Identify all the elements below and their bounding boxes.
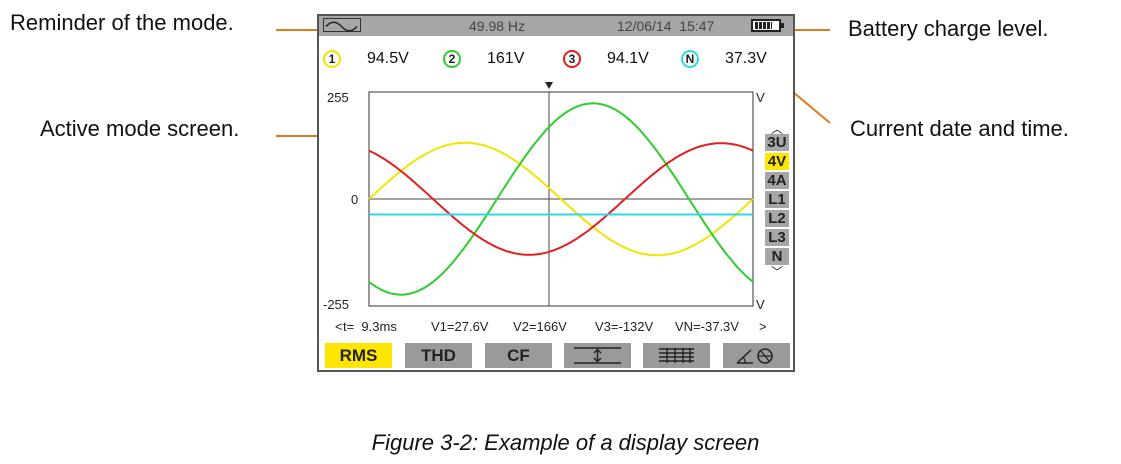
channel-3-badge: 3 [563, 50, 581, 68]
unit-top-label: V [756, 90, 765, 105]
tab-thd[interactable]: THD [405, 343, 472, 368]
channel-n-value: 37.3V [725, 50, 767, 67]
channel-1-value: 94.5V [367, 50, 409, 67]
callout-active-screen: Active mode screen. [40, 116, 240, 141]
series-layer [368, 102, 754, 296]
y-min-label: -255 [323, 297, 350, 312]
caption-text: Figure 3-2: Example of a display screen [371, 430, 760, 455]
view-selector: ︿ 3U 4V 4A L1 L2 L3 N ﹀ [765, 122, 791, 279]
status-bar: 49.98 Hz 12/06/14 15:47 [319, 16, 793, 36]
chevron-up-icon[interactable]: ︿ [770, 122, 783, 136]
channel-2-value: 161V [487, 50, 525, 67]
cursor-v2: V2=166V [513, 319, 567, 334]
waveform-series-2 [368, 102, 754, 296]
channel-n-badge: N [681, 50, 699, 68]
channel-1-badge: 1 [323, 50, 341, 68]
cursor-marker-icon [545, 82, 553, 89]
view-l1-button[interactable]: L1 [765, 191, 789, 208]
table-icon [659, 348, 694, 363]
sine-wave-icon [323, 18, 361, 32]
view-4v-button[interactable]: 4V [765, 153, 789, 170]
frequency-readout: 49.98 Hz [469, 18, 526, 34]
cursor-v1: V1=27.6V [431, 319, 489, 334]
waveform-series-3 [368, 142, 754, 256]
min-max-icon [574, 347, 621, 364]
battery-icon [751, 19, 784, 32]
callout-datetime: Current date and time. [850, 116, 1069, 141]
instrument-screen: 49.98 Hz 12/06/14 15:47 1 94.5V 2 161V 3… [317, 14, 795, 372]
callout-mode: Reminder of the mode. [10, 10, 234, 35]
callout-battery: Battery charge level. [848, 16, 1049, 41]
channel-2-badge: 2 [443, 50, 461, 68]
cursor-right-arrow[interactable]: > [759, 319, 767, 334]
y-zero-label: 0 [351, 192, 359, 207]
view-3u-button[interactable]: 3U [765, 134, 789, 151]
cursor-vn: VN=-37.3V [675, 319, 739, 334]
tab-cf[interactable]: CF [485, 343, 552, 368]
view-4a-button[interactable]: 4A [765, 172, 789, 189]
battery-level-fill [755, 22, 772, 29]
chevron-down-icon[interactable]: ﹀ [770, 265, 783, 279]
y-max-label: 255 [327, 90, 349, 105]
tab-min-max[interactable] [564, 343, 631, 368]
view-l3-button[interactable]: L3 [765, 229, 789, 246]
figure-caption: Figure 3-2: Example of a display screen [0, 430, 1121, 456]
waveform-series-1 [368, 141, 754, 257]
cursor-time: t= 9.3ms [343, 319, 397, 334]
leader-mode [276, 29, 320, 31]
tab-rms[interactable]: RMS [325, 343, 392, 368]
view-l2-button[interactable]: L2 [765, 210, 789, 227]
function-tabs: RMS THD CF [325, 343, 791, 369]
waveform-plot [368, 82, 754, 307]
phasor-icon [736, 348, 773, 364]
datetime-readout: 12/06/14 15:47 [617, 18, 715, 34]
tab-table[interactable] [643, 343, 710, 368]
channel-3-value: 94.1V [607, 50, 649, 67]
cursor-v3: V3=-132V [595, 319, 654, 334]
cursor-left-arrow[interactable]: < [335, 319, 343, 334]
view-n-button[interactable]: N [765, 248, 789, 265]
tab-phasor[interactable] [723, 343, 790, 368]
unit-bottom-label: V [756, 297, 765, 312]
